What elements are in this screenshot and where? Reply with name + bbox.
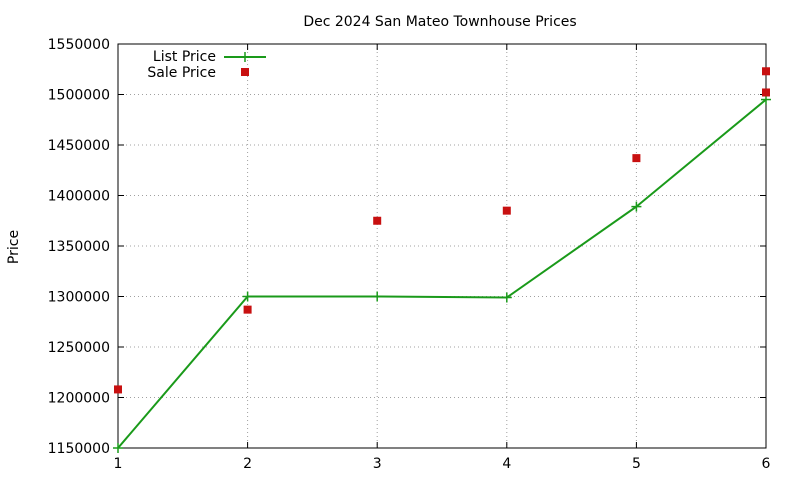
sale-price-point <box>762 67 770 76</box>
x-tick-label: 3 <box>373 456 382 472</box>
y-axis-label: Price <box>6 230 22 264</box>
y-tick-label: 1300000 <box>48 290 110 306</box>
legend-sale-price-label: Sale Price <box>147 65 216 81</box>
sale-price-point <box>762 88 770 97</box>
x-tick-label: 5 <box>632 456 641 472</box>
plot-frame <box>117 43 767 449</box>
x-tick-label: 1 <box>114 456 123 472</box>
series <box>113 67 771 453</box>
sale-price-point <box>373 216 382 225</box>
list-price-point <box>631 201 642 212</box>
sale-price-point <box>632 154 641 163</box>
y-tick-label: 1400000 <box>48 189 110 205</box>
y-tick-label: 1550000 <box>48 37 110 53</box>
x-tick-label: 2 <box>243 456 252 472</box>
legend-list-price-label: List Price <box>153 49 216 65</box>
y-tick-label: 1450000 <box>48 138 110 154</box>
y-tick-label: 1200000 <box>48 391 110 407</box>
grid <box>118 44 766 448</box>
y-tick-label: 1350000 <box>48 239 110 255</box>
x-tick-label: 6 <box>762 456 771 472</box>
list-price-point <box>501 292 512 303</box>
chart-title: Dec 2024 San Mateo Townhouse Prices <box>303 14 576 30</box>
sale-price-point <box>114 385 122 394</box>
legend-sale-price-marker <box>241 68 249 76</box>
sale-price-point <box>502 206 511 215</box>
x-tick-label: 4 <box>502 456 511 472</box>
list-price-line <box>117 98 767 449</box>
legend: List Price Sale Price <box>147 49 266 81</box>
y-tick-label: 1250000 <box>48 340 110 356</box>
y-tick-label: 1500000 <box>48 88 110 104</box>
y-tick-label: 1150000 <box>48 441 110 457</box>
list-price-point <box>242 291 253 302</box>
sale-price-point <box>243 305 252 314</box>
list-price-point <box>372 291 383 302</box>
axis-ticks: 1 2 3 4 5 6 1150000 1200000 1250000 1300000 135000… <box>48 37 771 472</box>
list-price-point <box>113 443 123 453</box>
